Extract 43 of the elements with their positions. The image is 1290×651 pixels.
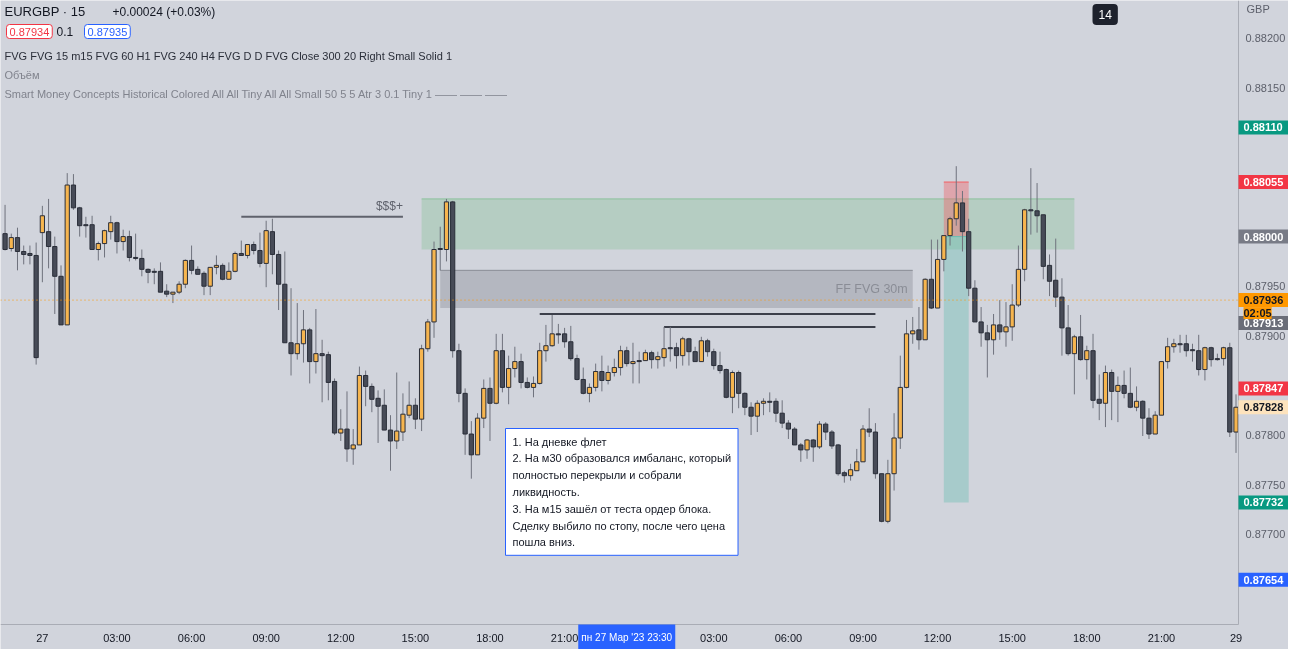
x-tick-label: 21:00 [550,631,579,644]
x-tick-label: 15:00 [401,631,430,644]
chart-title: EURGBP · 15 [4,4,86,19]
annotation: FVG FVG 15 m15 FVG 60 H1 FVG 240 H4 FVG D D FVG Close 300 20 Right Small Solid 1 [4,49,453,62]
y-tick-label: 0.87700 [1245,528,1286,541]
x-tick-label: 03:00 [103,631,131,644]
ref-line-label: пн 27 Мар '23 23:30 [581,631,673,643]
annotation: 0.87934 [9,25,50,38]
ref-line-label: 0.87654 [1243,573,1285,586]
x-tick-label: 06:00 [177,631,206,644]
y-tick-label: 0.88150 [1245,81,1286,94]
x-tick-label: 27 [36,631,49,644]
annotation: 0.87935 [87,25,128,38]
x-tick-label: 29 [1229,631,1243,644]
ref-line-label: 0.88110 [1243,121,1283,134]
x-tick-label: 12:00 [327,631,355,644]
x-tick-label: 03:00 [700,631,728,644]
series-label: $$$+ [375,198,403,213]
x-tick-label: 18:00 [1073,631,1101,644]
annotation: 1. На дневке флет 2. На м30 образовался имбаланс, который полностью перекрыли и собрали ликвидность. 3. На м15 зашёл от теста ордер блока. Сделку выбило по стопу, после чего цена пошла вниз. [512,435,732,549]
y-tick-label: 0.87800 [1245,429,1286,442]
annotation: 14 [1098,8,1113,22]
x-tick-label: 06:00 [774,631,803,644]
y-tick-label: 0.87950 [1245,280,1286,293]
annotation: Объём [4,68,40,81]
x-tick-label: 12:00 [923,631,952,644]
x-tick-label: 09:00 [849,631,877,644]
ref-line-label: 0.87828 [1243,401,1284,414]
ref-line-label: 0.88055 [1243,176,1284,189]
y-tick-label: 0.87900 [1245,329,1286,342]
annotation: Smart Money Concepts Historical Colored All All Tiny All All Small 50 5 5 Atr 3 0.1 Tiny 1 —— —— —— [4,87,508,100]
x-tick-label: 15:00 [998,631,1026,644]
y-axis-title: GBP [1246,2,1270,15]
x-tick-label: 21:00 [1147,631,1176,644]
ref-line-label: 0.87847 [1243,382,1284,395]
annotation: 0.1 [56,25,74,39]
ref-line-label: 0.87732 [1243,496,1284,509]
y-tick-label: 0.87750 [1245,478,1286,491]
x-tick-label: 18:00 [476,631,504,644]
x-tick-label: 09:00 [252,631,280,644]
y-tick-label: 0.88200 [1245,32,1286,45]
ref-line-label: 0.88000 [1243,230,1284,243]
annotation: +0.00024 (+0.03%) [112,4,216,19]
